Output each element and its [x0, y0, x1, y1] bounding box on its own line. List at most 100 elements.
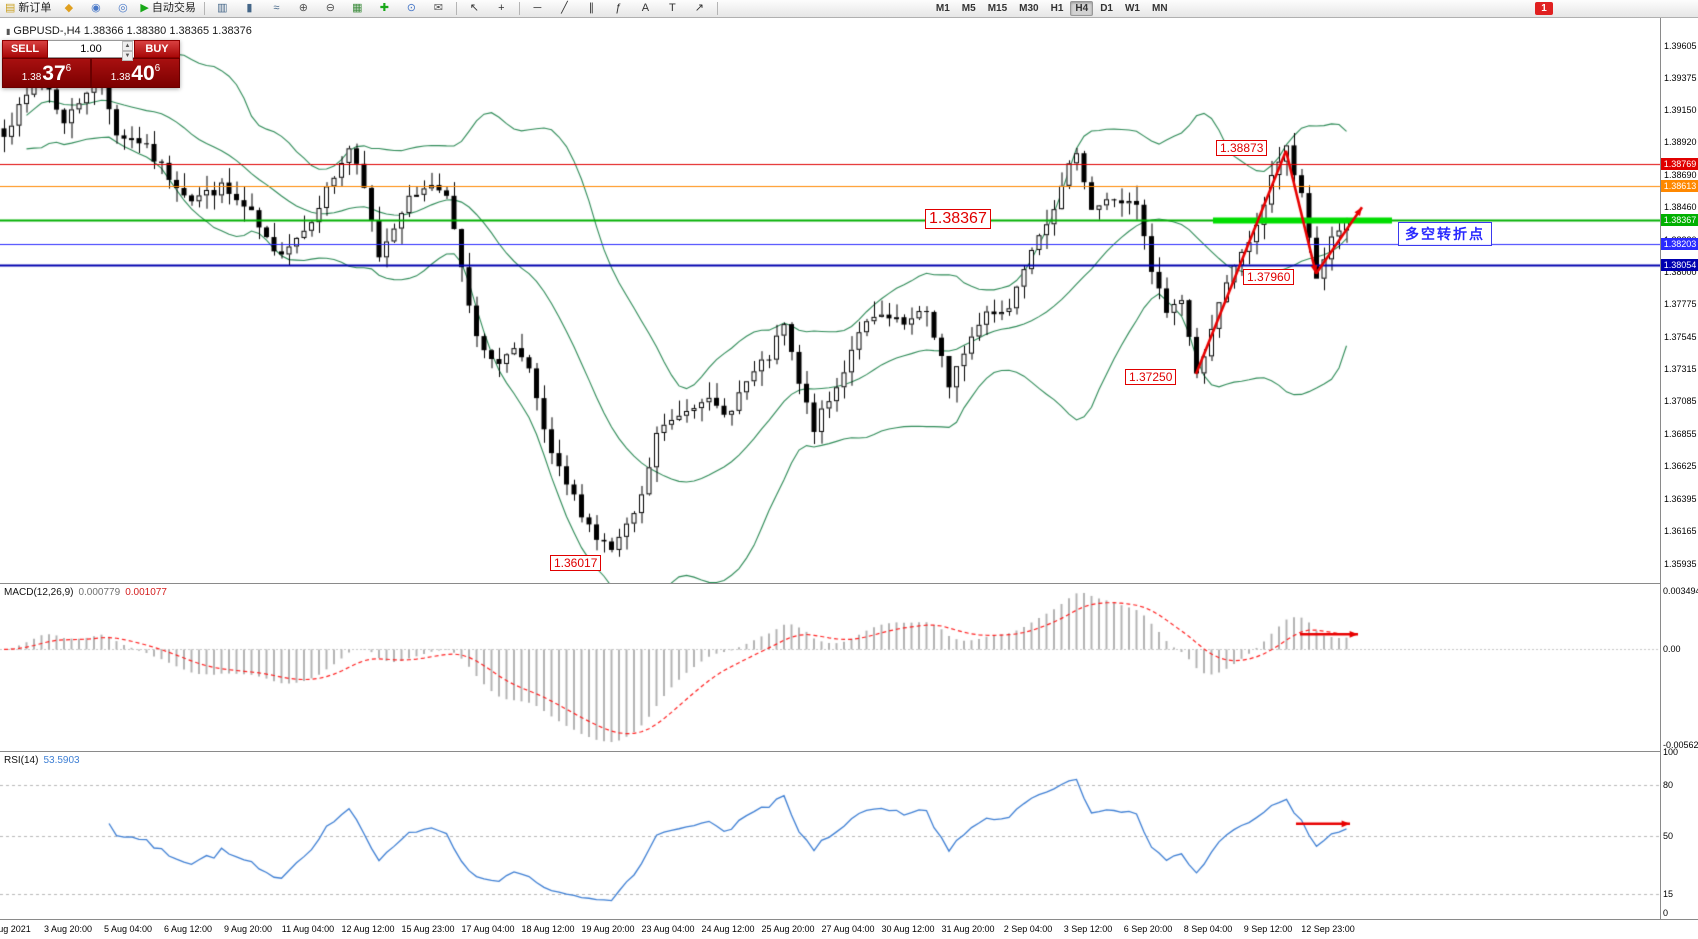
price-scale[interactable]: 1.39605 1.39375 1.39150 1.38920 1.38690 1.384… — [1660, 18, 1698, 919]
bid-price-panel[interactable]: 1.38 37 6 — [2, 58, 91, 88]
time-axis-label: 6 Sep 20:00 — [1123, 924, 1173, 934]
volume-down-icon[interactable]: ▼ — [122, 51, 133, 61]
time-axis-label: 25 Aug 20:00 — [761, 924, 815, 934]
ask-prefix: 1.38 — [110, 72, 131, 83]
text-icon-glyph: A — [641, 2, 650, 14]
ask-price-panel[interactable]: 1.38 40 6 — [91, 58, 180, 88]
time-axis-label: 5 Aug 04:00 — [103, 924, 153, 934]
price-axis-label: 1.37545 — [1664, 331, 1697, 342]
toolbar-separator — [518, 2, 520, 15]
trendline-icon-glyph: ╱ — [561, 2, 568, 14]
time-axis-label: 31 Aug 20:00 — [941, 924, 995, 934]
main-toolbar: ▤ 新订单 ◆ ◉ ◎ ▶ 自动交易 ▥ ▮ ≈ ⊕ ⊖ ▦ ✚ ⊙ ✉ ↖ + ─ ╱ ∥ ƒ A T ↗ M1 M5 M15 M30… — [0, 0, 1698, 18]
time-axis-label: 23 Aug 04:00 — [641, 924, 695, 934]
timeframe-button-m30[interactable]: M30 — [1019, 3, 1039, 14]
macd-axis-max: 0.003494 — [1663, 586, 1698, 596]
price-flag-annotation[interactable]: 1.38873 — [1216, 139, 1268, 156]
crosshair-icon-glyph: + — [498, 2, 505, 14]
macd-axis-min: -0.005628 — [1663, 740, 1698, 750]
line-chart-icon[interactable]: ≈ — [264, 0, 289, 17]
timeframe-button-m1[interactable]: M1 — [935, 3, 950, 14]
chart-profiles-icon[interactable]: ◆ — [56, 0, 81, 17]
arrows-icon[interactable]: ↗ — [687, 0, 712, 17]
bar-chart-icon[interactable]: ▥ — [210, 0, 235, 17]
time-axis-label: 12 Aug 12:00 — [341, 924, 395, 934]
cursor-icon-glyph: ↖ — [469, 2, 479, 14]
ask-big-digits: 40 — [131, 62, 155, 85]
timeframe-button-m5[interactable]: M5 — [961, 3, 976, 14]
crosshair-icon[interactable]: + — [489, 0, 514, 17]
price-axis-tag: 1.38203 — [1661, 237, 1698, 250]
zoom-in-icon[interactable]: ⊕ — [291, 0, 316, 17]
toolbar-gap — [723, 8, 928, 9]
macd-panel-canvas[interactable] — [0, 584, 1660, 751]
fibonacci-icon-glyph: ƒ — [615, 2, 622, 14]
rsi-panel-canvas[interactable] — [0, 752, 1660, 919]
volume-up-icon[interactable]: ▲ — [122, 41, 133, 51]
price-axis-tag: 1.38054 — [1661, 258, 1698, 271]
label-icon[interactable]: T — [660, 0, 685, 17]
new-order-button-label: 新订单 — [18, 2, 52, 14]
new-order-button[interactable]: ▤ 新订单 — [2, 0, 54, 17]
horizontal-line-icon-glyph: ─ — [533, 2, 542, 14]
mail-icon[interactable]: ✉ — [426, 0, 451, 17]
turning-point-annotation[interactable]: 多空转折点 — [1398, 221, 1492, 246]
macd-axis-zero: 0.00 — [1663, 644, 1681, 655]
horizontal-line-icon[interactable]: ─ — [525, 0, 550, 17]
sell-button[interactable]: SELL — [2, 40, 48, 58]
fibonacci-icon[interactable]: ƒ — [606, 0, 631, 17]
toolbar-separator — [203, 2, 205, 15]
news-badge[interactable]: 1 — [1535, 2, 1553, 15]
mail-icon-glyph: ✉ — [433, 2, 443, 14]
price-flag-annotation[interactable]: 1.38367 — [925, 209, 991, 230]
time-axis-label: 9 Sep 12:00 — [1243, 924, 1293, 934]
timeframe-toolbar: M1 M5 M15 M30 H1 H4 D1 W1 MN — [930, 1, 1174, 16]
timeframe-button-w1[interactable]: W1 — [1124, 3, 1140, 14]
channel-icon[interactable]: ∥ — [579, 0, 604, 17]
price-axis-label: 1.36855 — [1664, 428, 1697, 439]
price-axis-label: 1.38920 — [1664, 137, 1697, 148]
indicators-icon[interactable]: ✚ — [372, 0, 397, 17]
cursor-icon[interactable]: ↖ — [462, 0, 487, 17]
autotrading-glyph: ▶ — [140, 2, 149, 14]
price-axis-label: 1.39605 — [1664, 40, 1697, 51]
timeframe-button-h1[interactable]: H1 — [1050, 3, 1064, 14]
symbol-ohlc-header: ▮ GBPUSD-,H4 1.38366 1.38380 1.38365 1.38… — [6, 25, 252, 37]
rsi-axis-label: 100 — [1663, 747, 1679, 757]
autotrading-button[interactable]: ▶ 自动交易 — [137, 0, 198, 17]
timeframe-button-mn[interactable]: MN — [1151, 3, 1168, 14]
zoom-out-icon[interactable]: ⊖ — [318, 0, 343, 17]
candlestick-chart-icon[interactable]: ▮ — [237, 0, 262, 17]
macd-rsi-separator — [0, 751, 1698, 752]
price-flag-annotation[interactable]: 1.37250 — [1125, 369, 1177, 386]
timeframe-button-d1[interactable]: D1 — [1100, 3, 1113, 14]
time-axis-label: 18 Aug 12:00 — [521, 924, 575, 934]
text-icon[interactable]: A — [633, 0, 658, 17]
price-chart-canvas[interactable] — [0, 18, 1660, 583]
label-icon-glyph: T — [669, 2, 676, 14]
timeframe-button-h4[interactable]: H4 — [1070, 1, 1094, 16]
trendline-icon[interactable]: ╱ — [552, 0, 577, 17]
period-icon[interactable]: ⊙ — [399, 0, 424, 17]
chart-profiles-icon-glyph: ◆ — [64, 2, 74, 14]
tile-windows-icon[interactable]: ▦ — [345, 0, 370, 17]
ask-pipette: 6 — [154, 63, 161, 74]
price-flag-annotation[interactable]: 1.37960 — [1243, 268, 1295, 285]
price-axis-label: 1.36165 — [1664, 526, 1697, 537]
time-axis-label: 30 Aug 12:00 — [881, 924, 935, 934]
rsi-indicator-label: RSI(14) 53.5903 — [4, 755, 80, 766]
zoom-out-icon-glyph: ⊖ — [325, 2, 335, 14]
volume-stepper[interactable]: ▲ ▼ — [122, 41, 133, 61]
rsi-axis-label: 15 — [1663, 888, 1674, 899]
price-flag-annotation[interactable]: 1.36017 — [550, 555, 602, 572]
one-click-trading-widget: SELL 1.00 ▲ ▼ BUY 1.38 37 6 1.38 40 6 — [2, 40, 180, 88]
time-axis-label: 3 Aug 20:00 — [43, 924, 93, 934]
timeframe-button-m15[interactable]: M15 — [987, 3, 1008, 14]
volume-input[interactable]: 1.00 ▲ ▼ — [48, 40, 134, 61]
depth-of-market-icon[interactable]: ◉ — [83, 0, 108, 17]
tile-windows-icon-glyph: ▦ — [352, 2, 363, 14]
toolbar-separator — [455, 2, 457, 15]
buy-button[interactable]: BUY — [134, 40, 180, 58]
price-axis-label: 1.36625 — [1664, 461, 1697, 472]
alerts-icon[interactable]: ◎ — [110, 0, 135, 17]
